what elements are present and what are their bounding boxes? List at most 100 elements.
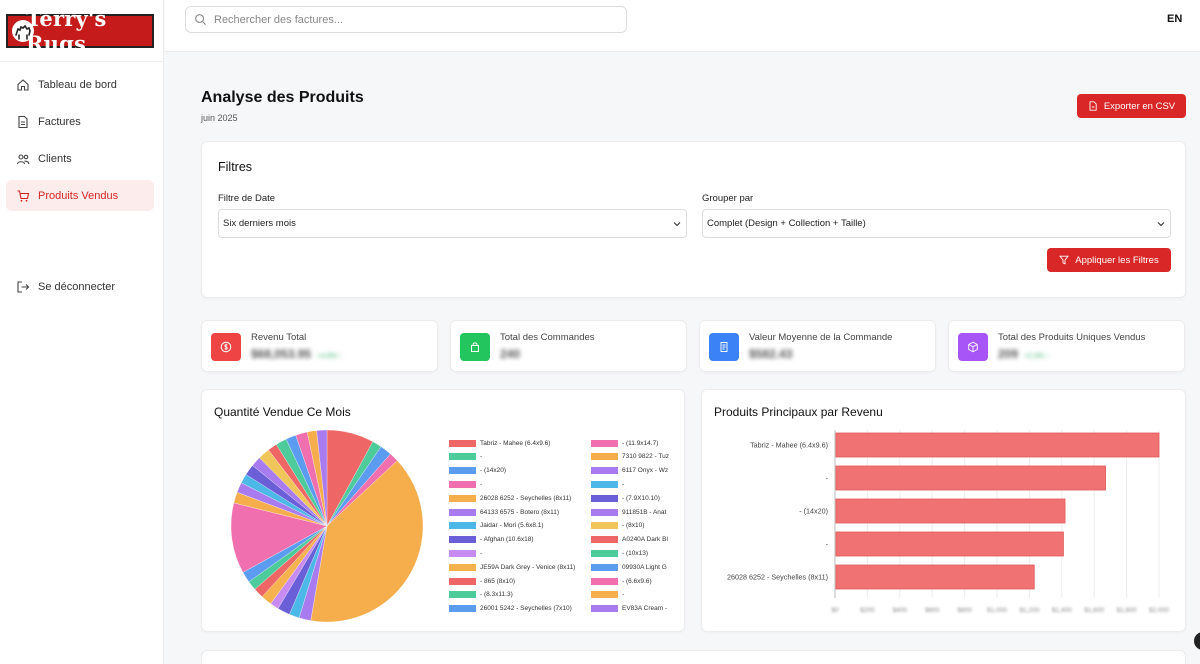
stat-value: $582.43 (749, 347, 793, 361)
legend-item[interactable]: 26001 5242 - Seychelles (7x10) (449, 604, 572, 614)
search-box[interactable] (185, 6, 627, 33)
bar[interactable] (835, 432, 1160, 458)
sidebar-item-label: Clients (38, 152, 72, 165)
pie-slice[interactable] (310, 460, 424, 623)
legend-item[interactable]: - (11.9x14.7) (591, 438, 671, 448)
legend-item[interactable]: - (14x20) (449, 466, 506, 476)
legend-swatch (449, 577, 476, 585)
legend-swatch (449, 605, 476, 613)
legend-label: 09930A Light G (622, 563, 667, 571)
legend-label: JE59A Dark Grey - Venice (8x11) (480, 563, 576, 571)
legend-label: - (10x13) (622, 549, 649, 557)
legend-item[interactable]: Jaidar - Mori (5.6x8.1) (449, 521, 544, 531)
legend-item[interactable]: 911851B - Anat (591, 507, 671, 517)
date-filter-label: Filtre de Date (218, 193, 276, 204)
stat-label: Valeur Moyenne de la Commande (749, 332, 893, 343)
legend-item[interactable]: - (449, 479, 482, 489)
legend-label: 64133 6575 - Botero (8x11) (480, 508, 560, 516)
legend-item[interactable]: - (8.3x11.3) (449, 590, 513, 600)
legend-swatch (591, 591, 618, 599)
legend-item[interactable]: - (7.9X10.10) (591, 493, 671, 503)
date-filter-select[interactable]: Six derniers mois (218, 209, 687, 238)
x-tick-label: $1,200 (1019, 607, 1039, 614)
legend-label: - (11.9x14.7) (622, 439, 659, 447)
dollar-icon (211, 333, 241, 361)
legend-item[interactable]: A0240A Dark Bl (591, 535, 671, 545)
pie-legend: Tabriz - Mahee (6.4x9.6) - - (14x20) - 26028… (449, 438, 679, 618)
legend-swatch (449, 467, 476, 475)
filters-title: Filtres (218, 160, 253, 174)
pie-slice[interactable] (316, 429, 328, 527)
logout-button[interactable]: Se déconnecter (6, 271, 154, 302)
stat-card-average-order: Valeur Moyenne de la Commande $582.43 (699, 320, 936, 372)
legend-item[interactable]: - Afghan (10.6x18) (449, 535, 533, 545)
legend-swatch (449, 494, 476, 502)
help-bubble-icon[interactable] (1194, 632, 1200, 650)
legend-item[interactable]: JE59A Dark Grey - Venice (8x11) (449, 562, 575, 572)
legend-item[interactable]: Tabriz - Mahee (6.4x9.6) (449, 438, 550, 448)
bar[interactable] (835, 531, 1064, 557)
sidebar-item-dashboard[interactable]: Tableau de bord (6, 69, 154, 100)
home-icon (16, 78, 30, 92)
language-switch[interactable]: EN (1167, 13, 1183, 25)
date-filter-value: Six derniers mois (223, 218, 296, 229)
bar-chart-title: Produits Principaux par Revenu (714, 405, 883, 419)
logout-label: Se déconnecter (38, 280, 116, 293)
legend-label: - (8.3x11.3) (480, 591, 513, 599)
legend-item[interactable]: - (10x13) (591, 548, 671, 558)
legend-label: - (480, 453, 483, 461)
legend-item[interactable]: - 865 (8x10) (449, 576, 515, 586)
legend-swatch (449, 536, 476, 544)
legend-item[interactable]: 7310 9822 - Tuz (591, 452, 671, 462)
x-tick-label: $400 (893, 607, 908, 614)
apply-filters-button[interactable]: Appliquer les Filtres (1047, 248, 1171, 272)
legend-item[interactable]: - (591, 479, 671, 489)
bar[interactable] (835, 498, 1066, 524)
stat-change: +2.3% ↑ (1024, 353, 1050, 360)
logout-icon (16, 280, 30, 294)
stat-card-revenue: Revenu Total $68,053.95 +4.8% ↑ (201, 320, 438, 372)
page-subtitle: juin 2025 (201, 113, 238, 123)
sidebar-item-clients[interactable]: Clients (6, 143, 154, 174)
stat-card-unique-products: Total des Produits Uniques Vendus 209 +2.… (948, 320, 1185, 372)
legend-swatch (591, 577, 618, 585)
users-icon (16, 152, 30, 166)
search-input[interactable] (214, 13, 614, 26)
legend-swatch (591, 522, 618, 530)
legend-label: - (14x20) (480, 467, 507, 475)
export-csv-button[interactable]: Exporter en CSV (1077, 94, 1186, 118)
receipt-icon (709, 333, 739, 361)
pie-slice[interactable] (230, 502, 328, 573)
legend-label: 911851B - Anat (622, 508, 667, 516)
pie-chart-title: Quantité Vendue Ce Mois (214, 405, 351, 419)
pie-chart (230, 429, 424, 623)
legend-item[interactable]: 09930A Light G (591, 562, 671, 572)
stat-value: $68,053.95 +4.8% ↑ (251, 347, 343, 361)
legend-item[interactable]: 6117 Onyx - Wz (591, 466, 671, 476)
sidebar-item-invoices[interactable]: Factures (6, 106, 154, 137)
legend-item[interactable]: 26028 6252 - Seychelles (8x11) (449, 493, 571, 503)
legend-swatch (449, 508, 476, 516)
legend-item[interactable]: 64133 6575 - Botero (8x11) (449, 507, 559, 517)
legend-item[interactable]: EV83A Cream - (591, 604, 671, 614)
topbar: EN (165, 0, 1200, 52)
sidebar-item-products-sold[interactable]: Produits Vendus (6, 180, 154, 211)
export-csv-label: Exporter en CSV (1103, 100, 1176, 112)
y-tick-label: - (826, 540, 829, 549)
legend-item[interactable]: - (8x10) (591, 521, 671, 531)
legend-item[interactable]: - (6.6x9.6) (591, 576, 671, 586)
sidebar-divider (0, 61, 163, 62)
legend-label: 26028 6252 - Seychelles (8x11) (480, 494, 572, 502)
stat-card-orders: Total des Commandes 240 (450, 320, 687, 372)
apply-filters-label: Appliquer les Filtres (1075, 254, 1159, 266)
sidebar-item-label: Tableau de bord (38, 78, 117, 91)
legend-item[interactable]: - (449, 452, 482, 462)
brand-logo[interactable]: Terry's Rugs (6, 6, 154, 56)
legend-swatch (591, 605, 618, 613)
legend-label: - (6.6x9.6) (622, 577, 652, 585)
bar[interactable] (835, 465, 1106, 491)
legend-item[interactable]: - (449, 548, 482, 558)
bar[interactable] (835, 564, 1035, 590)
group-by-select[interactable]: Complet (Design + Collection + Taille) (702, 209, 1171, 238)
legend-item[interactable]: - (591, 590, 671, 600)
